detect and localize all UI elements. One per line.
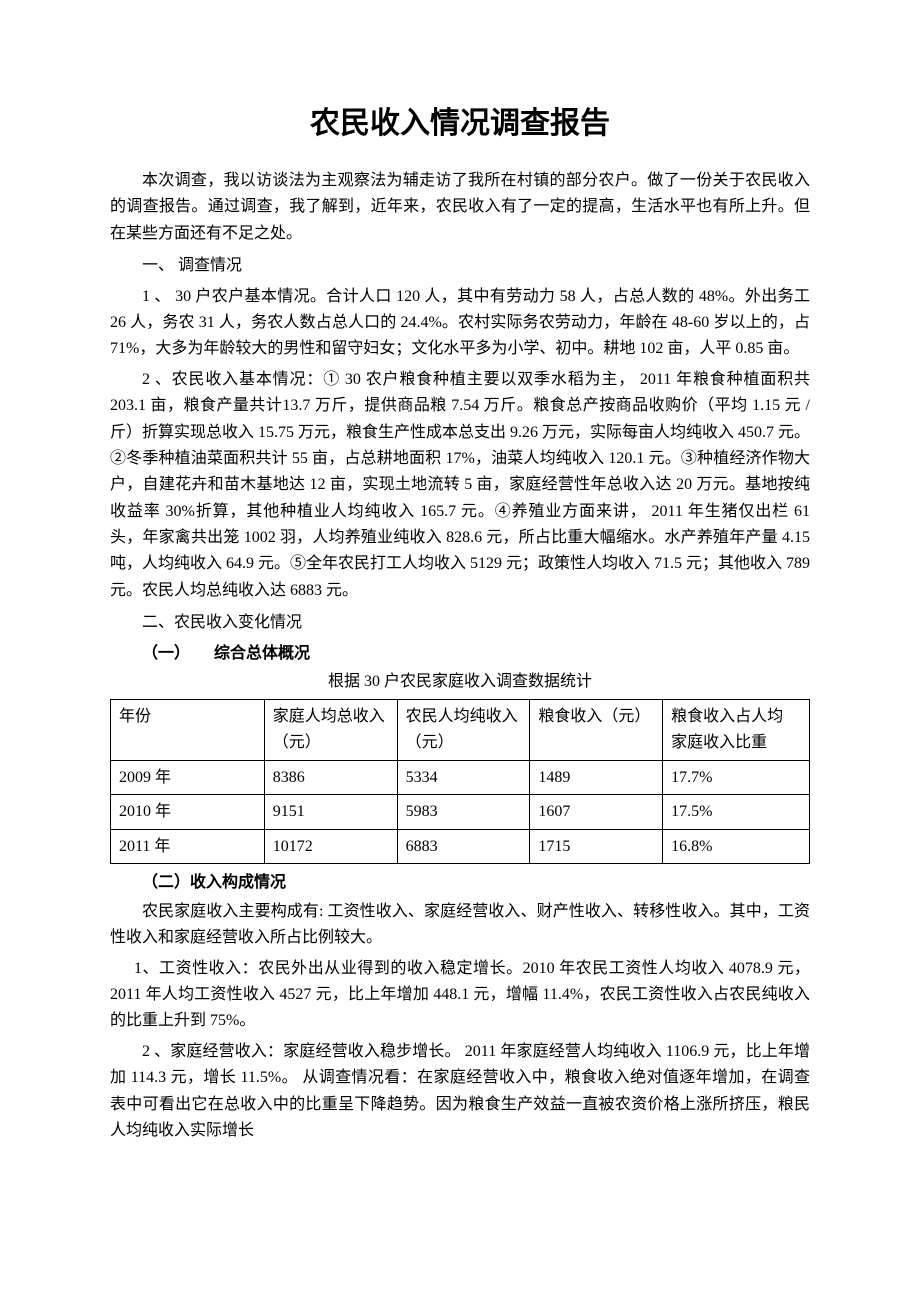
table-cell: 1607 (530, 795, 663, 830)
section-1-heading: 一、 调查情况 (110, 253, 810, 279)
table-cell: 6883 (397, 829, 530, 864)
table-header-grain-ratio: 粮食收入占人均 家庭收入比重 (663, 700, 810, 760)
table-cell: 2010 年 (111, 795, 265, 830)
section-2-sub-2: （二）收入构成情况 (110, 870, 810, 896)
table-cell: 8386 (264, 760, 397, 795)
table-cell: 2009 年 (111, 760, 265, 795)
table-title: 根据 30 户农民家庭收入调查数据统计 (110, 669, 810, 695)
section-2-sub-1: （一） 综合总体概况 (110, 641, 810, 667)
section-2-paragraph-2: 1、工资性收入：农民外出从业得到的收入稳定增长。2010 年农民工资性人均收入 … (110, 956, 810, 1035)
document-title: 农民收入情况调查报告 (110, 100, 810, 148)
section-2-paragraph-1: 农民家庭收入主要构成有: 工资性收入、家庭经营收入、财产性收入、转移性收入。其中… (110, 899, 810, 952)
table-row: 2009 年 8386 5334 1489 17.7% (111, 760, 810, 795)
table-header-year: 年份 (111, 700, 265, 760)
table-cell: 16.8% (663, 829, 810, 864)
table-cell: 1715 (530, 829, 663, 864)
section-1-paragraph-2: 2 、农民收入基本情况：① 30 农户粮食种植主要以双季水稻为主， 2011 年… (110, 367, 810, 605)
table-header-net-income: 农民人均纯收入（元） (397, 700, 530, 760)
section-2-paragraph-3: 2 、家庭经营收入：家庭经营收入稳步增长。 2011 年家庭经营人均纯收入 11… (110, 1039, 810, 1145)
table-cell: 5334 (397, 760, 530, 795)
intro-paragraph: 本次调查，我以访谈法为主观察法为辅走访了我所在村镇的部分农户。做了一份关于农民收… (110, 168, 810, 247)
table-header-total-income: 家庭人均总收入（元） (264, 700, 397, 760)
table-cell: 9151 (264, 795, 397, 830)
table-row: 2010 年 9151 5983 1607 17.5% (111, 795, 810, 830)
income-table: 年份 家庭人均总收入（元） 农民人均纯收入（元） 粮食收入（元） 粮食收入占人均… (110, 699, 810, 864)
table-cell: 2011 年 (111, 829, 265, 864)
table-cell: 17.5% (663, 795, 810, 830)
table-cell: 1489 (530, 760, 663, 795)
table-header-row: 年份 家庭人均总收入（元） 农民人均纯收入（元） 粮食收入（元） 粮食收入占人均… (111, 700, 810, 760)
table-cell: 10172 (264, 829, 397, 864)
table-row: 2011 年 10172 6883 1715 16.8% (111, 829, 810, 864)
table-cell: 17.7% (663, 760, 810, 795)
section-2-heading: 二、农民收入变化情况 (110, 610, 810, 636)
section-1-paragraph-1: 1 、 30 户农户基本情况。合计人口 120 人，其中有劳动力 58 人，占总… (110, 284, 810, 363)
table-cell: 5983 (397, 795, 530, 830)
table-header-grain-income: 粮食收入（元） (530, 700, 663, 760)
